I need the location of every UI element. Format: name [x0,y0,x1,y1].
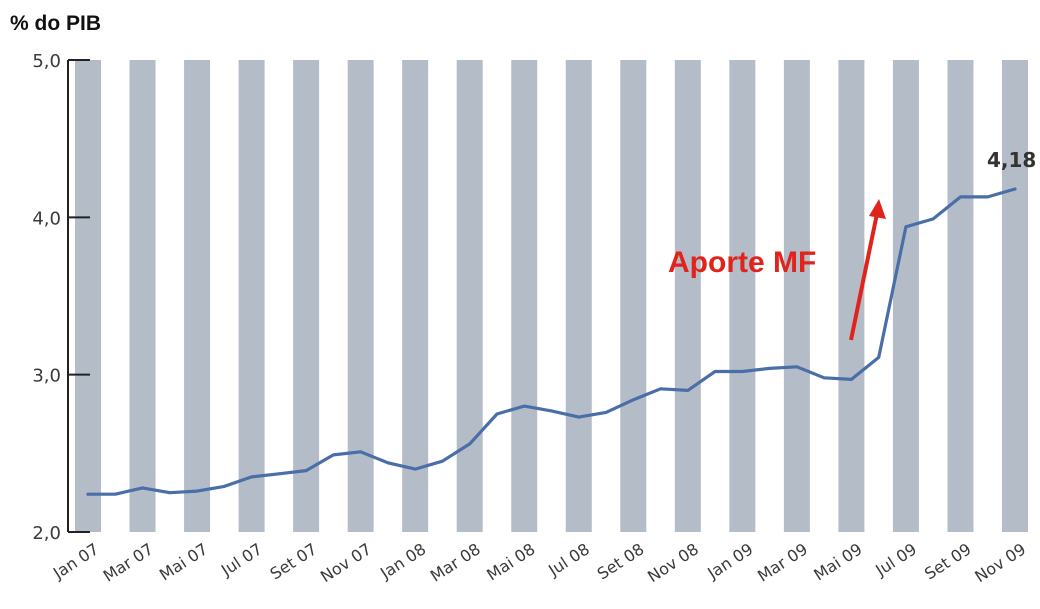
x-tick-label: Jul 07 [217,539,266,580]
x-tick-label: Set 07 [267,539,321,583]
data-point [86,492,90,496]
data-point [959,195,962,199]
data-point [713,370,717,373]
data-point [359,450,363,454]
background-bar [129,60,156,532]
data-point [441,459,444,463]
data-point [877,355,881,359]
data-point [550,409,553,413]
background-bar [783,60,810,532]
aporte-mf-arrow [849,203,881,341]
x-tick-label: Mar 09 [754,539,811,585]
data-point [1013,187,1017,191]
data-point [931,217,935,221]
data-point [468,442,472,446]
y-tick-label: 5,0 [32,51,61,72]
data-point [795,365,799,369]
background-bar [238,60,265,532]
background-bar [456,60,483,532]
annotations: 4,18 Aporte MF [668,148,1036,341]
data-point [850,377,853,381]
background-bar [620,60,647,532]
x-tick-label: Jan 09 [703,539,756,583]
background-bar [511,60,538,532]
series-group [86,187,1017,496]
x-tick-label: Nov 07 [317,539,375,586]
aporte-mf-arrowhead [869,199,886,219]
data-point [250,475,253,479]
x-tick-label: Mar 07 [100,539,157,585]
data-point [495,412,499,416]
data-point [740,370,744,373]
data-point [522,404,526,408]
background-bars [75,60,1028,532]
x-tick-label: Set 08 [594,539,648,583]
data-point [413,467,417,471]
background-bar [892,60,919,532]
data-point [631,398,635,402]
data-point [304,469,308,473]
data-point [141,486,144,490]
data-point [604,411,608,414]
data-point [904,225,908,229]
data-point [822,376,826,380]
x-tick-label: Mai 09 [810,539,865,584]
aporte-mf-label: Aporte MF [668,246,816,279]
data-point [113,492,117,496]
chart-title: % do PIB [10,12,101,35]
y-tick-label: 2,0 [32,523,61,544]
x-tick-label: Jul 08 [544,539,593,580]
background-bar [729,60,756,532]
data-point [168,491,172,495]
background-bar [565,60,592,532]
x-tick-label: Mar 08 [427,539,484,585]
data-point [986,195,990,199]
series-line [86,187,1017,496]
background-bar [293,60,320,532]
background-bar [184,60,211,532]
end-value-label: 4,18 [987,148,1036,172]
background-bar [347,60,374,532]
data-point [222,484,226,488]
background-bar [674,60,701,532]
data-point [686,389,690,392]
data-point [577,415,581,419]
background-bar [402,60,429,532]
data-point [277,472,281,476]
x-tick-label: Set 09 [921,539,975,583]
background-bar [75,60,101,532]
x-tick-label: Nov 08 [644,539,702,586]
data-point [386,461,390,465]
data-point [331,453,335,457]
y-axis: 2,0 3,0 4,0 5,0 [32,51,90,544]
x-tick-label: Jan 08 [376,539,429,583]
x-tick-label: Mai 08 [483,539,538,584]
x-tick-label: Jul 09 [871,539,920,580]
background-bar [947,60,974,532]
data-point [195,489,199,493]
data-point [659,387,662,391]
data-point [768,366,772,370]
y-tick-label: 4,0 [32,208,61,229]
background-bar [1002,60,1028,532]
x-tick-label: Mai 07 [156,539,211,584]
x-tick-label: Nov 09 [971,539,1029,586]
y-tick-label: 3,0 [32,366,61,387]
x-tick-label: Jan 07 [49,539,102,583]
